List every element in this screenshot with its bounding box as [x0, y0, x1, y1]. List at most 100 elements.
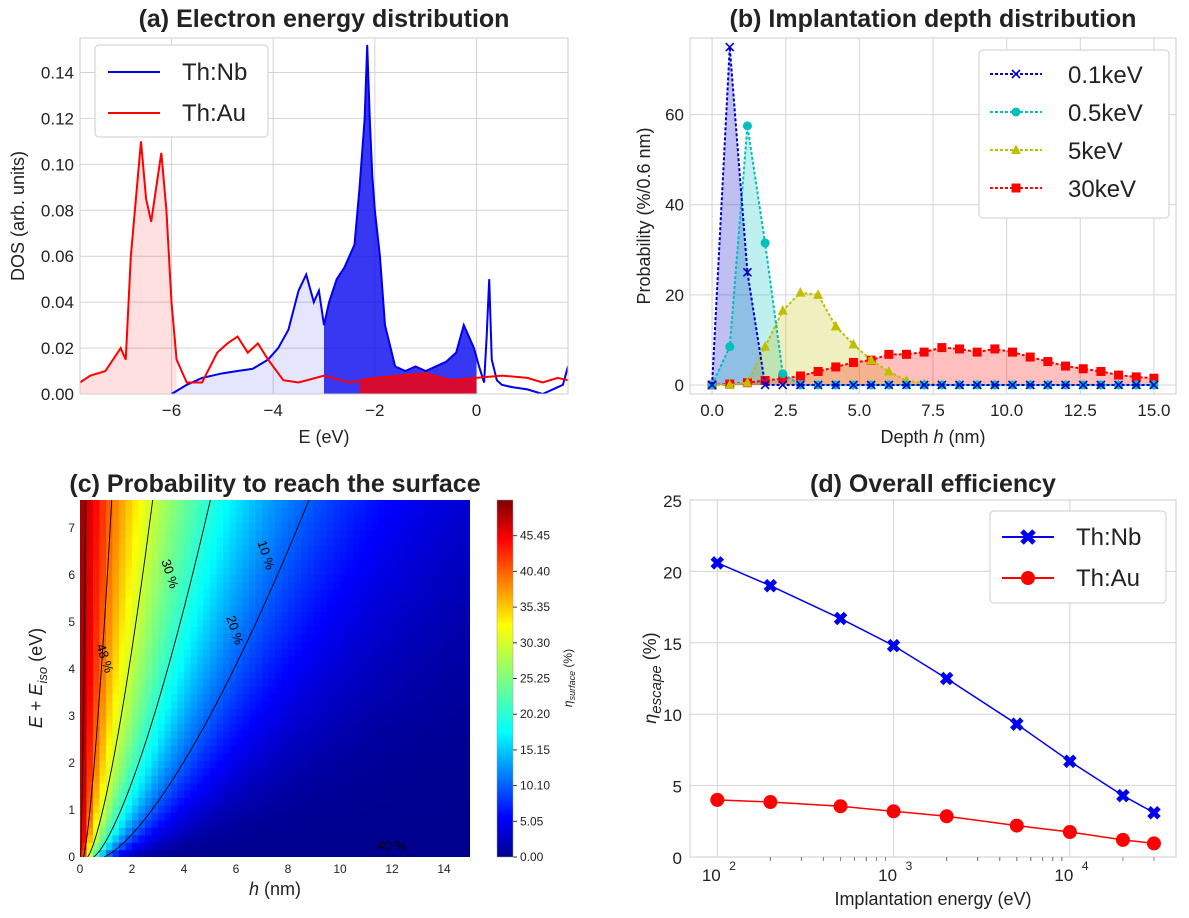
ytick-d: 20 — [663, 563, 682, 582]
heatmap-cell — [262, 738, 270, 747]
heatmap-cell — [268, 589, 276, 598]
heatmap-cell — [216, 797, 224, 806]
heatmap-cell — [177, 790, 185, 799]
heatmap-cell — [398, 678, 406, 687]
marker-d-au — [939, 809, 954, 824]
heatmap-cell — [411, 723, 419, 732]
heatmap-cell — [268, 752, 276, 761]
heatmap-cell — [262, 752, 270, 761]
heatmap-cell — [119, 819, 127, 828]
heatmap-cell — [346, 745, 354, 754]
heatmap-cell — [294, 574, 302, 583]
heatmap-cell — [93, 685, 101, 694]
heatmap-cell — [333, 842, 341, 851]
heatmap-cell — [242, 552, 250, 561]
heatmap-cell — [288, 804, 296, 813]
heatmap-cell — [281, 604, 289, 613]
heatmap-cell — [340, 767, 348, 776]
heatmap-cell — [307, 745, 315, 754]
heatmap-cell — [418, 834, 426, 843]
heatmap-cell — [223, 760, 231, 769]
heatmap-cell — [255, 745, 263, 754]
heatmap-cell — [216, 641, 224, 650]
heatmap-cell — [158, 819, 166, 828]
colorbar — [496, 499, 514, 858]
heatmap-cell — [177, 678, 185, 687]
heatmap-cell — [99, 581, 107, 590]
heatmap-cell — [359, 752, 367, 761]
heatmap-cell — [236, 842, 244, 851]
heatmap-cell — [223, 782, 231, 791]
heatmap-cell — [372, 507, 380, 516]
heatmap-cell — [275, 566, 283, 575]
heatmap-cell — [151, 589, 159, 598]
heatmap-cell — [268, 790, 276, 799]
heatmap-cell — [411, 552, 419, 561]
heatmap-cell — [145, 790, 153, 799]
heatmap-cell — [216, 671, 224, 680]
heatmap-cell — [132, 671, 140, 680]
heatmap-cell — [385, 804, 393, 813]
heatmap-cell — [463, 752, 470, 761]
heatmap-cell — [145, 633, 153, 642]
heatmap-cell — [366, 596, 374, 605]
heatmap-cell — [125, 537, 133, 546]
heatmap-cell — [268, 834, 276, 843]
heatmap-cell — [346, 812, 354, 821]
heatmap-cell — [463, 745, 470, 754]
marker-b-30keV — [955, 344, 965, 354]
heatmap-cell — [158, 782, 166, 791]
heatmap-cell — [405, 700, 413, 709]
heatmap-cell — [112, 552, 120, 561]
heatmap-cell — [431, 849, 439, 857]
heatmap-cell — [229, 842, 237, 851]
heatmap-cell — [184, 507, 192, 516]
heatmap-cell — [132, 589, 140, 598]
heatmap-cell — [288, 671, 296, 680]
heatmap-cell — [229, 596, 237, 605]
heatmap-cell — [203, 633, 211, 642]
heatmap-cell — [262, 678, 270, 687]
heatmap-cell — [171, 708, 179, 717]
heatmap-cell — [99, 723, 107, 732]
heatmap-cell — [275, 537, 283, 546]
heatmap-cell — [340, 648, 348, 657]
heatmap-cell — [333, 678, 341, 687]
heatmap-cell — [119, 730, 127, 739]
heatmap-cell — [353, 559, 361, 568]
heatmap-cell — [119, 738, 127, 747]
heatmap-cell — [275, 611, 283, 620]
heatmap-cell — [268, 685, 276, 694]
heatmap-cell — [106, 507, 114, 516]
heatmap-cell — [177, 589, 185, 598]
heatmap-cell — [301, 760, 309, 769]
series-a-thnb — [170, 44, 568, 394]
heatmap-cell — [392, 500, 400, 509]
heatmap-cell — [112, 693, 120, 702]
heatmap-cell — [333, 566, 341, 575]
heatmap-cell — [268, 656, 276, 665]
heatmap-cell — [444, 752, 452, 761]
heatmap-cell — [366, 529, 374, 538]
heatmap-cell — [444, 566, 452, 575]
heatmap-cell — [177, 566, 185, 575]
heatmap-cell — [242, 715, 250, 724]
heatmap-cell — [307, 849, 315, 857]
marker-b-30keV — [972, 347, 982, 357]
heatmap-cell — [223, 663, 231, 672]
heatmap-cell — [119, 812, 127, 821]
heatmap-cell — [372, 760, 380, 769]
heatmap-cell — [307, 819, 315, 828]
heatmap-cell — [372, 819, 380, 828]
heatmap-cell — [80, 626, 88, 635]
heatmap-cell — [301, 611, 309, 620]
heatmap-cell — [255, 790, 263, 799]
heatmap-cell — [190, 671, 198, 680]
heatmap-cell — [119, 611, 127, 620]
marker-d-nb — [763, 578, 778, 593]
heatmap-cell — [385, 552, 393, 561]
heatmap-cell — [346, 641, 354, 650]
heatmap-cell — [359, 812, 367, 821]
heatmap-cell — [444, 678, 452, 687]
